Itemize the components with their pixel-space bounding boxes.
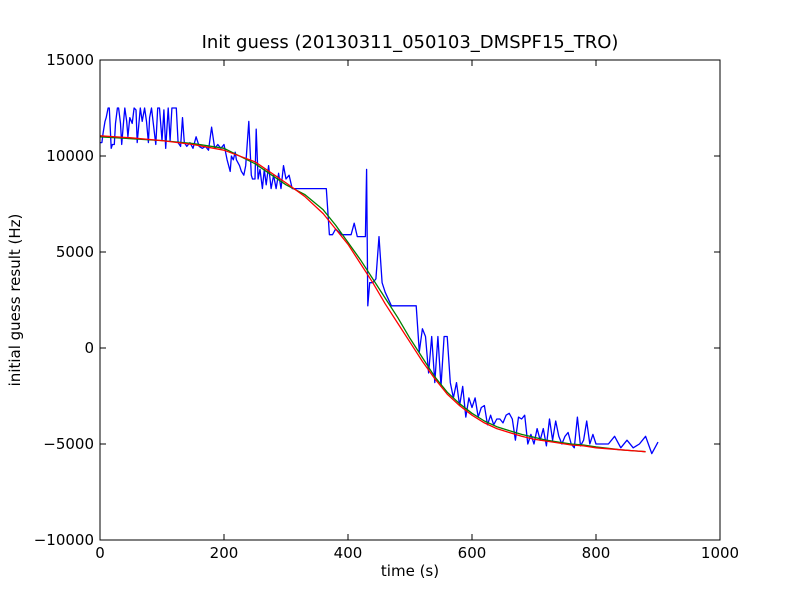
series-line-1: [99, 136, 646, 453]
plot-frame: [99, 59, 721, 541]
y-tick-label: 5000: [56, 243, 94, 261]
x-tick-label: 400: [334, 544, 363, 562]
y-tick-label: −10000: [34, 531, 94, 549]
chart-title: Init guess (20130311_050103_DMSPF15_TRO): [202, 32, 619, 53]
x-tick-label: 0: [95, 544, 105, 562]
series-layer: [99, 107, 659, 455]
series-line-0: [100, 107, 659, 455]
x-tick-label: 200: [210, 544, 239, 562]
y-tick-label: 10000: [46, 147, 94, 165]
x-axis-label: time (s): [381, 562, 439, 580]
y-tick-label: 15000: [46, 51, 94, 69]
y-tick-label: 0: [84, 339, 94, 357]
x-axis: 0 200 400 600 800 1000: [95, 60, 739, 562]
y-axis: −10000 −5000 0 5000 10000 15000: [34, 51, 720, 549]
y-tick-label: −5000: [43, 435, 94, 453]
x-tick-label: 1000: [701, 544, 739, 562]
x-tick-label: 800: [582, 544, 611, 562]
y-axis-label: initial guess result (Hz): [6, 214, 24, 387]
series-line-2: [99, 135, 646, 453]
x-tick-label: 600: [458, 544, 487, 562]
